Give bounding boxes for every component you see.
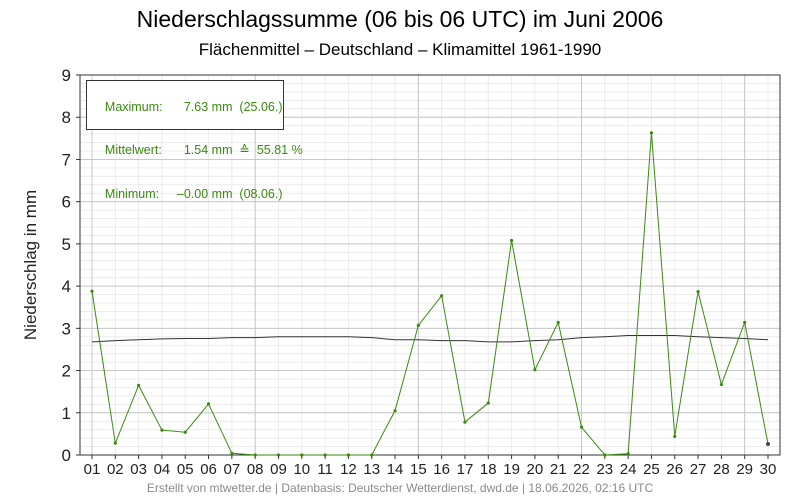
x-tick-label: 14: [387, 461, 404, 478]
precipitation-point: [673, 434, 677, 439]
x-tick-label: 30: [760, 461, 777, 478]
x-tick-label: 07: [224, 461, 241, 478]
y-axis-label: Niederschlag in mm: [21, 190, 40, 340]
x-tick-label: 19: [503, 461, 520, 478]
precipitation-point: [649, 131, 654, 135]
precipitation-point: [743, 320, 747, 325]
plot-frame: [79, 74, 781, 456]
x-tick-label: 06: [200, 461, 217, 478]
x-tick-label: 22: [573, 461, 590, 478]
footer-credit: Erstellt von mtwetter.de | Datenbasis: D…: [146, 481, 654, 495]
climate-mean-line: [91, 335, 769, 343]
precipitation-point: [323, 453, 327, 457]
x-tick-label: 05: [177, 461, 194, 478]
y-tick-label: 5: [62, 235, 71, 254]
y-tick-label: 7: [62, 150, 71, 169]
chart-subtitle: Flächenmittel – Deutschland – Klimamitte…: [198, 40, 602, 59]
series-layer: [90, 131, 770, 457]
y-tick-label: 0: [62, 446, 71, 465]
precipitation-point: [509, 238, 514, 243]
legend-mean-row: Mittelwert: 1.54 mm ≙ 55.81 %: [91, 129, 303, 173]
legend-mean-label: Mittelwert:: [104, 143, 162, 157]
x-tick-label: 28: [713, 461, 730, 478]
precipitation-point: [603, 453, 607, 457]
precipitation-point: [113, 441, 117, 445]
precipitation-point: [137, 383, 141, 387]
precipitation-line: [91, 132, 769, 456]
x-tick-label: 26: [666, 461, 683, 478]
x-tick-label: 01: [84, 461, 101, 478]
precipitation-point: [160, 428, 164, 432]
precipitation-point: [579, 425, 584, 429]
x-tick-label: 03: [130, 461, 147, 478]
x-axis-ticks: 01 02 03 04 05 06 07 08 09 10 11 12 13 14 15 16 17 18 19 20…: [84, 455, 777, 478]
y-tick-label: 6: [62, 193, 71, 212]
precipitation-point: [230, 451, 234, 455]
precipitation-point: [346, 453, 351, 457]
x-tick-label: 23: [596, 461, 613, 478]
precipitation-point: [393, 409, 397, 413]
y-tick-label: 3: [62, 319, 71, 338]
x-tick-label: 12: [340, 461, 357, 478]
x-tick-label: 27: [690, 461, 707, 478]
x-tick-label: 10: [293, 461, 310, 478]
x-tick-label: 13: [363, 461, 380, 478]
x-tick-label: 04: [154, 461, 171, 478]
y-tick-label: 2: [62, 362, 71, 381]
y-tick-label: 8: [62, 108, 71, 127]
x-tick-label: 21: [550, 461, 567, 478]
x-tick-label: 29: [736, 461, 753, 478]
legend-max-label: Maximum:: [104, 99, 163, 114]
x-tick-label: 24: [620, 461, 637, 478]
stats-legend: Maximum: 7.63 mm (25.06.) Mittelwert: 1.…: [86, 80, 303, 201]
x-tick-label: 25: [643, 461, 660, 478]
precipitation-point: [370, 453, 374, 457]
legend-max-row: Maximum: 7.63 mm (25.06.): [91, 85, 283, 129]
precipitation-point: [719, 382, 723, 387]
precipitation-point: [533, 368, 537, 372]
legend-max-value: 7.63 mm (25.06.): [176, 99, 283, 114]
precipitation-point: [556, 320, 560, 325]
precipitation-point: [253, 453, 257, 457]
precipitation-point: [90, 289, 94, 293]
x-tick-label: 15: [410, 461, 427, 478]
x-tick-label: 09: [270, 461, 287, 478]
legend-min-value: –0.00 mm (08.06.): [176, 186, 283, 201]
legend-mean-value: 1.54 mm ≙ 55.81 %: [176, 143, 303, 157]
y-tick-label: 1: [62, 404, 71, 423]
x-tick-label: 02: [107, 461, 124, 478]
x-tick-label: 20: [527, 461, 544, 478]
chart-title: Niederschlagssumme (06 bis 06 UTC) im Ju…: [136, 6, 664, 32]
precipitation-point: [206, 402, 211, 406]
precipitation-point: [696, 290, 700, 294]
y-tick-label: 9: [62, 66, 71, 85]
precipitation-point: [440, 294, 444, 298]
precipitation-point: [276, 453, 281, 457]
last-point-marker: [766, 442, 770, 447]
x-tick-label: 18: [480, 461, 497, 478]
precipitation-point: [300, 453, 304, 457]
x-tick-label: 16: [433, 461, 450, 478]
precipitation-point: [416, 323, 420, 327]
y-tick-label: 4: [62, 277, 71, 296]
y-axis-ticks: 0 1 2 3 4 5 6 7 8 9: [62, 66, 80, 465]
x-tick-label: 08: [247, 461, 264, 478]
legend-min-row: Minimum: –0.00 mm (08.06.): [91, 172, 283, 216]
precipitation-point: [626, 452, 630, 456]
precipitation-point: [486, 401, 490, 405]
precipitation-point: [183, 430, 187, 434]
x-tick-label: 17: [457, 461, 474, 478]
precipitation-point: [463, 420, 467, 424]
legend-min-label: Minimum:: [104, 186, 160, 201]
x-tick-label: 11: [317, 461, 333, 478]
